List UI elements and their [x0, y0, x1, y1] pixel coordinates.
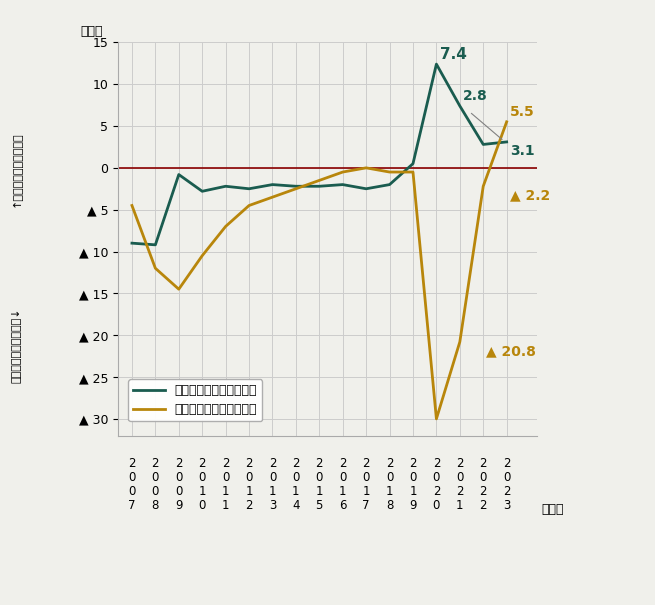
Text: 0: 0 [292, 471, 299, 484]
Text: 0: 0 [175, 471, 183, 484]
Text: 1: 1 [456, 499, 464, 512]
Text: 8: 8 [386, 499, 393, 512]
Text: 1: 1 [339, 485, 346, 498]
Text: 3.1: 3.1 [510, 143, 534, 157]
Text: 0: 0 [152, 485, 159, 498]
Text: 7: 7 [362, 499, 370, 512]
Text: 1: 1 [269, 485, 276, 498]
Text: 2: 2 [151, 457, 159, 469]
Text: 2.8: 2.8 [463, 90, 488, 103]
Text: 1: 1 [198, 485, 206, 498]
Text: 2: 2 [433, 457, 440, 469]
Text: 5: 5 [316, 499, 323, 512]
Text: 0: 0 [128, 485, 136, 498]
Text: 0: 0 [456, 471, 464, 484]
Text: 2: 2 [245, 457, 253, 469]
Text: 減ったと思う人が多い↓: 減ったと思う人が多い↓ [11, 307, 22, 383]
Text: 2: 2 [409, 457, 417, 469]
Text: 0: 0 [433, 499, 440, 512]
Legend: 余暇時間のゆとり感指数, 余暇支出のゆとり感指数: 余暇時間のゆとり感指数, 余暇支出のゆとり感指数 [128, 379, 262, 422]
Text: 1: 1 [222, 499, 229, 512]
Text: 1: 1 [245, 485, 253, 498]
Text: 4: 4 [292, 499, 299, 512]
Text: 3: 3 [503, 499, 510, 512]
Text: 5.5: 5.5 [510, 105, 535, 119]
Text: 0: 0 [433, 471, 440, 484]
Text: 1: 1 [292, 485, 299, 498]
Text: 2: 2 [316, 457, 323, 469]
Text: 0: 0 [339, 471, 346, 484]
Text: 7.4: 7.4 [440, 47, 467, 62]
Text: 2: 2 [128, 457, 136, 469]
Text: 1: 1 [222, 485, 229, 498]
Text: 2: 2 [479, 485, 487, 498]
Text: 0: 0 [479, 471, 487, 484]
Text: 1: 1 [386, 485, 393, 498]
Text: 0: 0 [386, 471, 393, 484]
Text: 2: 2 [433, 485, 440, 498]
Text: 0: 0 [362, 471, 370, 484]
Text: 1: 1 [409, 485, 417, 498]
Text: 0: 0 [222, 471, 229, 484]
Text: 9: 9 [175, 499, 183, 512]
Text: 2: 2 [245, 499, 253, 512]
Text: 0: 0 [128, 471, 136, 484]
Text: 7: 7 [128, 499, 136, 512]
Text: 2: 2 [198, 457, 206, 469]
Text: 1: 1 [362, 485, 370, 498]
Text: ↑増えたと思う人が多い: ↑増えたと思う人が多い [11, 132, 22, 207]
Text: ▲ 20.8: ▲ 20.8 [485, 344, 535, 358]
Text: 0: 0 [175, 485, 183, 498]
Text: 0: 0 [409, 471, 417, 484]
Text: 2: 2 [339, 457, 346, 469]
Text: 0: 0 [198, 471, 206, 484]
Text: 2: 2 [386, 457, 393, 469]
Text: 2: 2 [479, 499, 487, 512]
Text: 9: 9 [409, 499, 417, 512]
Text: 0: 0 [152, 471, 159, 484]
Text: ▲ 2.2: ▲ 2.2 [510, 189, 550, 203]
Text: 1: 1 [316, 485, 323, 498]
Text: 0: 0 [198, 499, 206, 512]
Text: 3: 3 [269, 499, 276, 512]
Text: 2: 2 [503, 485, 510, 498]
Text: 2: 2 [456, 485, 464, 498]
Text: 2: 2 [362, 457, 370, 469]
Text: 2: 2 [292, 457, 299, 469]
Text: 6: 6 [339, 499, 346, 512]
Text: 0: 0 [269, 471, 276, 484]
Text: 2: 2 [175, 457, 183, 469]
Text: 8: 8 [152, 499, 159, 512]
Text: 2: 2 [503, 457, 510, 469]
Text: （年）: （年） [542, 503, 565, 517]
Text: （％）: （％） [80, 25, 103, 39]
Text: 2: 2 [222, 457, 229, 469]
Text: 0: 0 [503, 471, 510, 484]
Text: 0: 0 [246, 471, 253, 484]
Text: 0: 0 [316, 471, 323, 484]
Text: 2: 2 [269, 457, 276, 469]
Text: 2: 2 [479, 457, 487, 469]
Text: 2: 2 [456, 457, 464, 469]
